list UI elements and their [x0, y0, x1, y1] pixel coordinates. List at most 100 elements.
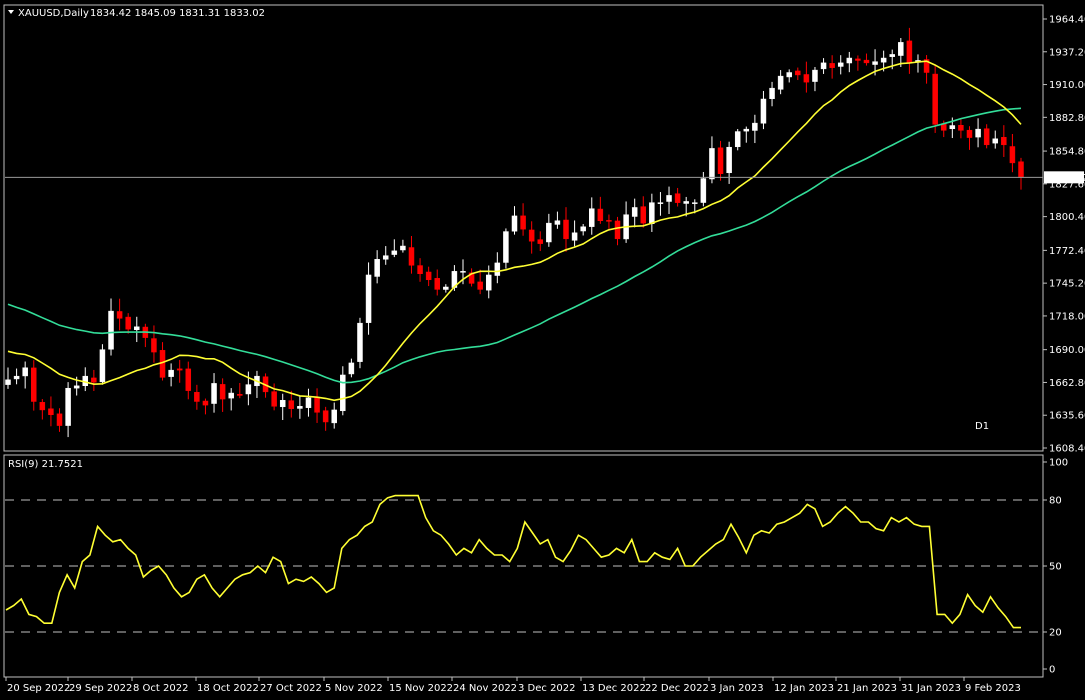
candle-body — [631, 207, 638, 217]
candle-body — [151, 338, 157, 353]
dropdown-arrow-icon[interactable] — [8, 10, 14, 14]
date-tick-label: 13 Dec 2022 — [582, 683, 646, 694]
candle-body — [528, 229, 535, 242]
candle-body — [382, 255, 389, 260]
bull-candle — [391, 239, 398, 258]
bear-candle — [983, 124, 990, 149]
price-pane-frame — [3, 4, 1044, 452]
candle-body — [1018, 161, 1024, 178]
candle-body — [31, 367, 37, 402]
candle-body — [734, 131, 741, 148]
candle-body — [331, 409, 337, 424]
bear-candle — [151, 325, 157, 363]
candle-body — [348, 362, 355, 375]
bull-candle — [443, 284, 449, 293]
date-tick-label: 9 Feb 2023 — [965, 683, 1021, 694]
bull-candle — [760, 90, 767, 130]
candle-body — [795, 70, 801, 76]
candle-body — [597, 208, 604, 221]
bull-candle — [331, 402, 337, 429]
candle-body — [365, 274, 372, 323]
price-tick-label: 1718.00 — [1049, 311, 1085, 322]
candle-body — [829, 63, 835, 68]
bull-candle — [254, 370, 260, 398]
bull-candle — [400, 239, 406, 253]
bear-candle — [923, 55, 930, 84]
price-tick-label: 1662.80 — [1049, 378, 1085, 389]
candle-body — [245, 384, 252, 395]
candle-body — [391, 250, 398, 255]
bear-candle — [597, 196, 604, 224]
date-tick-label: 15 Nov 2022 — [389, 683, 453, 694]
bull-candle — [503, 228, 509, 269]
bull-candle — [580, 224, 586, 236]
candle-body — [700, 178, 707, 203]
candle-body — [116, 311, 123, 319]
date-tick-label: 5 Nov 2022 — [325, 683, 383, 694]
bear-candle — [958, 118, 964, 139]
rsi-title: RSI(9) 21.7521 — [8, 459, 83, 470]
bull-candle — [692, 199, 698, 214]
candle-body — [717, 147, 724, 174]
price-tick-label: 1882.80 — [1049, 113, 1085, 124]
bear-candle — [219, 378, 226, 412]
current-price-box — [1044, 171, 1084, 184]
candle-body — [65, 387, 71, 426]
bull-candle — [657, 192, 664, 216]
bull-candle — [631, 198, 638, 228]
bull-candle — [777, 70, 784, 95]
candle-body — [400, 245, 406, 251]
rsi-tick-label: 80 — [1049, 496, 1062, 507]
ma-fast-line — [7, 60, 1022, 402]
candle-body — [880, 57, 887, 63]
candle-body — [511, 215, 518, 232]
candle-body — [846, 57, 853, 64]
bull-candle — [305, 388, 312, 417]
date-tick-label: 21 Jan 2023 — [837, 683, 897, 694]
price-tick-label: 1910.00 — [1049, 80, 1085, 91]
candle-body — [485, 274, 492, 291]
bull-candle — [812, 66, 818, 92]
candle-body — [159, 350, 166, 378]
bear-candle — [56, 408, 63, 432]
bull-candle — [108, 298, 114, 356]
bull-candle — [485, 265, 492, 299]
bull-candle — [494, 252, 501, 284]
candle-body — [580, 226, 586, 232]
bear-candle — [142, 323, 149, 348]
bull-candle — [13, 368, 20, 385]
bear-candle — [932, 65, 938, 133]
bull-candle — [374, 250, 380, 284]
candle-body — [923, 59, 930, 73]
candle-body — [898, 42, 904, 56]
rsi-tick-label: 0 — [1049, 665, 1055, 676]
candle-body — [494, 262, 501, 276]
candle-body — [726, 146, 732, 174]
bull-candle — [992, 130, 998, 149]
bull-candle — [279, 393, 286, 421]
candle-body — [975, 128, 981, 138]
bear-candle — [520, 203, 526, 236]
candle-body — [13, 375, 20, 380]
candle-body — [408, 247, 415, 266]
date-tick-label: 31 Jan 2023 — [901, 683, 961, 694]
rsi-tick-label: 50 — [1049, 562, 1062, 573]
bull-candle — [511, 206, 518, 235]
date-tick-label: 27 Oct 2022 — [260, 683, 322, 694]
bull-candle — [769, 81, 775, 107]
date-tick-label: 18 Oct 2022 — [197, 683, 259, 694]
candle-body — [906, 40, 913, 64]
candle-body — [503, 231, 509, 263]
bear-candle — [176, 359, 183, 383]
bear-candle — [48, 396, 54, 427]
bull-candle — [846, 51, 853, 73]
candle-body — [288, 400, 295, 409]
candle-body — [614, 220, 621, 240]
date-tick-label: 3 Dec 2022 — [518, 683, 576, 694]
ohlc-values: 1834.42 1845.09 1831.31 1833.02 — [90, 8, 265, 19]
bear-candle — [434, 269, 440, 296]
bear-candle — [537, 231, 544, 252]
price-tick-label: 1937.20 — [1049, 47, 1085, 58]
candle-body — [563, 219, 569, 240]
